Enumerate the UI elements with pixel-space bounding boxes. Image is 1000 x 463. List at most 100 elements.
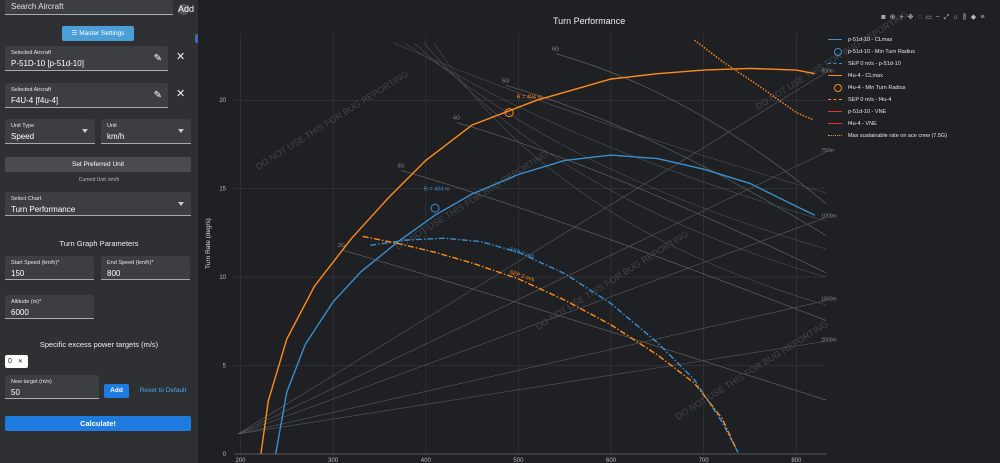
chevron-down-icon [178,129,184,133]
reset-axes-icon[interactable]: ⌂ [953,14,958,21]
legend-label: f4u-4 - CLmax [848,73,883,79]
chart-select-label: Select Chart [11,196,42,202]
min-turn-radius-marker[interactable] [504,108,514,118]
set-preferred-unit-button[interactable]: Set Preferred Unit [5,157,191,172]
end-speed-value: 800 [107,269,121,278]
x-tick-label: 500 [513,458,524,463]
edit-aircraft-1-icon[interactable]: ✎ [153,53,162,64]
master-settings-button[interactable]: ☰ Master Settings [62,26,134,41]
series-line[interactable] [260,67,816,455]
legend-swatch [834,48,842,56]
turn-radius-label: 1000m [821,213,836,219]
pan-icon[interactable]: ✥ [907,14,914,21]
selected-aircraft-2-value: F4U-4 [f4u-4] [11,96,59,105]
sep-label: SEP 0 m/s [509,270,536,284]
add-target-button[interactable]: Add [104,384,129,398]
legend-item[interactable]: Max sustainable rate on ace crew (7.5G) [828,133,948,139]
unit-select[interactable]: Unit km/h [101,119,191,144]
turn-radius-label: 1500m [821,297,836,303]
remove-aircraft-2-icon[interactable]: ✕ [176,88,186,100]
sep-label: SEP 0 m/s [509,247,536,261]
zoom-out-icon[interactable]: − [935,14,940,21]
sep-contour-line [423,42,827,278]
autoscale-icon[interactable]: ⤢ [943,14,950,21]
start-speed-value: 150 [11,269,25,278]
legend-swatch [834,84,842,92]
altitude-label: Altitude (m)* [11,299,42,305]
zoom-icon[interactable]: ⊕ [889,14,896,21]
g-load-label: 3G [397,163,404,169]
y-tick-label: 5 [223,364,227,370]
legend-item[interactable]: SEP 0 m/s - p-51d-10 [828,61,901,67]
new-target-label: New target (m/s) [11,379,52,385]
unit-type-select[interactable]: Unit Type Speed [5,119,95,144]
watermark-text: DO NOT USE THIS FOR BUG REPORTING [674,319,830,422]
turn-radius-label: 2000m [821,337,836,343]
search-input-placeholder: Search Aircraft [11,2,64,11]
calculate-button[interactable]: Calculate! [5,416,191,431]
g-load-line [401,170,827,321]
chevron-down-icon [82,129,88,133]
x-tick-label: 600 [606,458,617,463]
min-radius-label: R = 404 m [517,94,543,100]
search-input[interactable]: Search Aircraft [5,0,173,15]
sep-contour-line [393,42,827,194]
camera-icon[interactable]: ◙ [881,14,886,21]
series-line[interactable] [370,237,740,455]
spike-lines-icon[interactable]: ⫼ [962,14,967,21]
chevron-down-icon [178,202,184,206]
watermark-text: DO NOT USE THIS FOR BUG REPORTING [394,149,550,252]
sidebar: Search Aircraft Add ☰ Master Settings Se… [0,0,198,463]
hover-closest-icon[interactable]: ◆ [970,14,977,21]
hover-compare-icon[interactable]: ≡ [980,14,985,21]
select-icon[interactable]: ▭ [925,14,932,21]
end-speed-field[interactable]: End Speed (km/h)* 800 [101,256,190,280]
legend-label: p-51d-10 - Min Turn Radius [848,49,915,55]
new-target-field[interactable]: New target (m/s) 50 [5,375,99,399]
legend-item[interactable]: p-51d-10 - VNE [828,109,886,115]
legend-item[interactable]: SEP 0 m/s - f4u-4 [828,97,892,103]
remove-aircraft-1-icon[interactable]: ✕ [176,51,186,63]
end-speed-label: End Speed (km/h)* [107,260,154,266]
g-load-line [555,53,827,204]
selected-aircraft-1-field[interactable]: Selected Aircraft P-51D-10 [p-51d-10] ✎ [5,46,168,71]
sep-target-chip[interactable]: 0 ✕ [5,355,28,368]
legend-label: Max sustainable rate on ace crew (7.5G) [848,133,948,139]
watermark-text: DO NOT USE THIS FOR BUG REPORTING [254,69,410,172]
min-turn-radius-marker[interactable] [430,203,440,213]
y-tick-label: 0 [223,452,227,458]
sep-contour-line [413,42,827,250]
legend-item[interactable]: f4u-4 - Min Turn Radius [834,84,906,92]
legend-label: SEP 0 m/s - f4u-4 [848,97,892,103]
altitude-field[interactable]: Altitude (m)* 6000 [5,295,94,319]
reset-to-default-button[interactable]: Reset to Default [139,387,187,394]
g-load-line [505,85,827,236]
legend-swatch [828,111,842,112]
legend-label: f4u-4 - Min Turn Radius [848,85,906,91]
legend-item[interactable]: p-51d-10 - Min Turn Radius [834,48,915,56]
zoom-in-icon[interactable]: + [899,14,904,21]
series-line[interactable] [362,235,737,449]
g-load-label: 4G [453,116,460,122]
series-line[interactable] [275,154,816,455]
lasso-icon[interactable]: ◌ [917,14,922,21]
x-tick-label: 800 [791,458,802,463]
turn-radius-label: 800m [821,68,834,74]
close-icon[interactable]: ✕ [17,359,23,365]
unit-value: km/h [107,132,125,141]
turn-radius-line [237,72,827,435]
turn-radius-line [237,151,827,435]
legend-item[interactable]: p-51d-10 - CLmax [828,37,892,43]
turn-radius-line [237,300,827,435]
legend-item[interactable]: f4u-4 - CLmax [828,73,883,79]
edit-aircraft-2-icon[interactable]: ✎ [153,90,162,101]
selected-aircraft-2-field[interactable]: Selected Aircraft F4U-4 [f4u-4] ✎ [5,83,168,108]
chart-select[interactable]: Select Chart Turn Performance [5,192,191,216]
legend-swatch [828,63,842,64]
legend-item[interactable]: f4u-4 - VNE [828,121,877,127]
x-tick-label: 200 [235,458,246,463]
add-aircraft-button[interactable]: Add [178,4,195,15]
selected-aircraft-2-label: Selected Aircraft [11,87,52,93]
start-speed-field[interactable]: Start Speed (km/h)* 150 [5,256,94,280]
